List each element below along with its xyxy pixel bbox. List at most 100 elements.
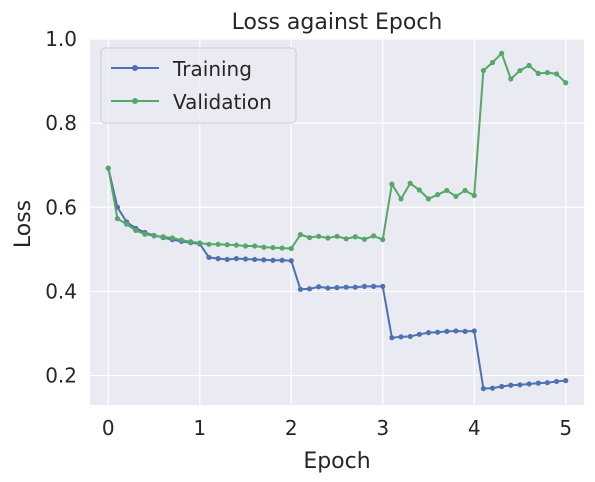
data-point-validation [242,243,249,249]
data-point-validation [188,239,194,245]
data-point-training [242,256,249,262]
data-point-validation [224,242,230,248]
x-tick-label: 0 [102,416,115,440]
legend-label-training: Training [172,57,252,81]
data-point-validation [325,235,331,241]
y-tick-label: 0.2 [45,364,77,388]
y-tick-label: 0.4 [45,279,77,303]
series-layer [105,50,569,392]
data-point-validation [261,244,267,250]
data-point-training [215,256,221,262]
data-point-validation [306,234,313,241]
data-point-validation [105,165,111,171]
data-point-training [279,257,285,263]
data-point-validation [316,233,322,239]
data-point-training [416,331,422,337]
data-point-validation [352,234,358,240]
data-point-validation [215,241,221,247]
x-axis-label: Epoch [303,449,370,474]
data-point-validation [508,76,514,82]
data-point-validation [389,181,395,187]
data-point-training [480,385,486,392]
data-point-validation [380,237,386,243]
data-point-validation [563,80,569,86]
data-point-validation [123,221,130,227]
x-tick-label: 3 [376,416,389,440]
data-point-validation [169,235,175,241]
data-point-validation [407,180,413,186]
data-point-training [233,256,239,262]
data-point-training [563,378,569,384]
data-point-training [316,284,322,290]
data-point-validation [178,237,185,243]
data-point-training [489,385,496,391]
x-tick-label: 4 [468,416,481,440]
data-point-validation [526,62,532,69]
x-tick-labels: 0 1 2 3 4 5 [102,416,572,440]
data-point-validation [489,59,496,66]
data-point-training [343,284,349,290]
x-tick-label: 5 [559,416,572,440]
y-tick-label: 1.0 [45,27,77,51]
data-point-validation [416,187,422,193]
data-point-validation [535,70,541,77]
data-point-validation [343,236,349,242]
data-point-training [407,333,413,340]
series-validation [105,50,569,252]
data-point-validation [114,216,121,222]
data-point-training [370,283,377,289]
data-point-validation [233,242,239,248]
data-point-validation [142,231,148,237]
data-point-validation [197,240,203,246]
data-point-training [306,286,313,292]
data-point-validation [270,245,276,251]
data-point-validation [453,193,459,199]
data-point-training [352,284,358,290]
data-point-validation [160,234,166,240]
y-tick-label: 0.8 [45,111,77,135]
data-point-training [517,382,523,388]
data-point-training [453,328,459,334]
data-point-training [389,335,395,341]
data-point-validation [425,196,432,202]
data-point-validation [517,67,523,74]
data-point-training [499,383,505,390]
y-tick-label: 0.6 [45,195,77,219]
data-point-validation [398,196,404,202]
data-point-training [398,334,404,340]
data-point-validation [334,233,340,239]
data-point-training [471,328,477,334]
legend-marker-validation [132,98,138,104]
data-point-training [252,256,258,263]
data-point-validation [252,243,258,249]
y-tick-labels: 0.2 0.4 0.6 0.8 1.0 [45,27,77,388]
data-point-training [224,256,230,263]
x-tick-label: 1 [193,416,206,440]
data-point-validation [471,192,477,199]
data-point-validation [462,187,468,194]
legend-box [100,47,297,124]
data-point-training [544,380,551,386]
data-point-training [553,378,560,385]
data-point-validation [133,227,139,234]
data-point-training [425,330,432,336]
data-point-training [206,254,212,260]
legend-label-validation: Validation [173,90,272,114]
data-point-validation [361,236,368,242]
data-point-training [444,328,450,334]
data-point-training [526,381,532,387]
legend-marker-training [132,65,138,71]
data-point-training [261,257,267,263]
data-point-training [535,380,541,386]
data-point-validation [206,241,212,247]
data-point-training [288,258,294,264]
x-tick-label: 2 [285,416,298,440]
data-point-training [508,382,514,388]
legend: Training Validation [100,47,297,124]
data-point-training [297,286,304,292]
data-point-training [380,283,386,289]
data-point-training [270,257,276,263]
data-point-training [334,285,340,291]
data-point-validation [279,245,285,251]
